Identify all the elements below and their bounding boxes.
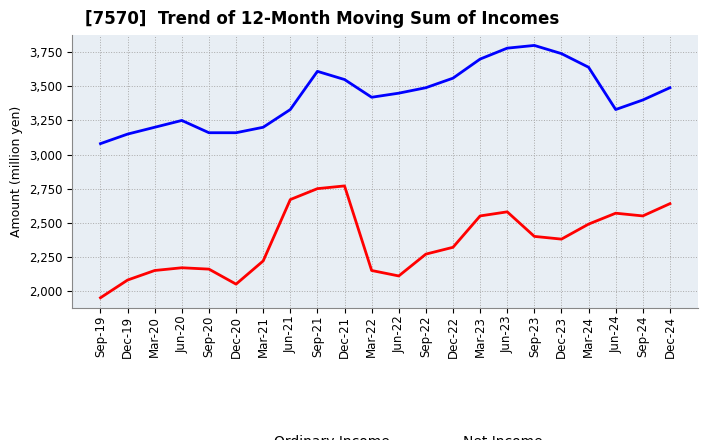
Ordinary Income xyxy=(150,125,159,130)
Ordinary Income xyxy=(96,141,105,146)
Net Income xyxy=(395,273,403,279)
Net Income xyxy=(421,252,430,257)
Net Income xyxy=(178,265,186,271)
Net Income xyxy=(611,211,620,216)
Ordinary Income xyxy=(178,118,186,123)
Net Income xyxy=(123,277,132,282)
Ordinary Income xyxy=(286,107,294,112)
Ordinary Income xyxy=(395,91,403,96)
Net Income xyxy=(313,186,322,191)
Line: Net Income: Net Income xyxy=(101,186,670,298)
Y-axis label: Amount (million yen): Amount (million yen) xyxy=(10,106,23,237)
Ordinary Income xyxy=(611,107,620,112)
Ordinary Income xyxy=(639,97,647,103)
Ordinary Income xyxy=(530,43,539,48)
Net Income xyxy=(204,267,213,272)
Net Income xyxy=(639,213,647,219)
Ordinary Income xyxy=(367,95,376,100)
Text: [7570]  Trend of 12-Month Moving Sum of Incomes: [7570] Trend of 12-Month Moving Sum of I… xyxy=(84,10,559,28)
Net Income xyxy=(341,183,349,189)
Ordinary Income xyxy=(232,130,240,136)
Ordinary Income xyxy=(123,132,132,137)
Ordinary Income xyxy=(204,130,213,136)
Net Income xyxy=(96,295,105,301)
Ordinary Income xyxy=(313,69,322,74)
Net Income xyxy=(530,234,539,239)
Ordinary Income xyxy=(259,125,268,130)
Net Income xyxy=(476,213,485,219)
Ordinary Income xyxy=(449,76,457,81)
Legend: Ordinary Income, Net Income: Ordinary Income, Net Income xyxy=(222,429,548,440)
Ordinary Income xyxy=(665,85,674,90)
Net Income xyxy=(557,236,566,242)
Net Income xyxy=(150,268,159,273)
Net Income xyxy=(259,258,268,264)
Net Income xyxy=(286,197,294,202)
Net Income xyxy=(232,282,240,287)
Net Income xyxy=(449,245,457,250)
Net Income xyxy=(367,268,376,273)
Net Income xyxy=(503,209,511,214)
Ordinary Income xyxy=(421,85,430,90)
Ordinary Income xyxy=(584,65,593,70)
Net Income xyxy=(584,221,593,227)
Line: Ordinary Income: Ordinary Income xyxy=(101,45,670,143)
Ordinary Income xyxy=(503,45,511,51)
Ordinary Income xyxy=(341,77,349,82)
Ordinary Income xyxy=(557,51,566,56)
Net Income xyxy=(665,201,674,206)
Ordinary Income xyxy=(476,56,485,62)
